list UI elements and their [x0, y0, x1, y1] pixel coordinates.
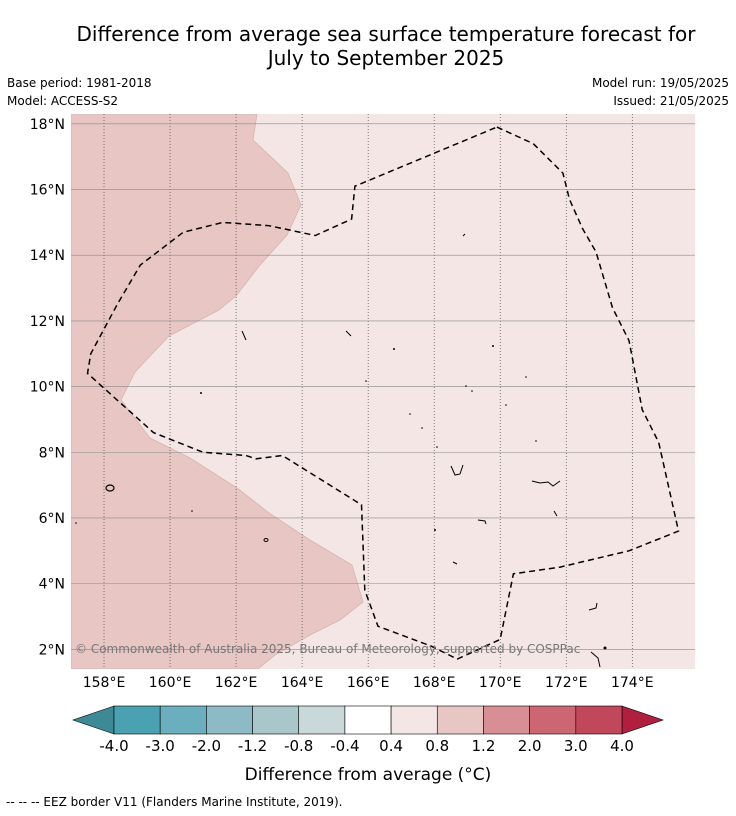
colorbar-extend-high	[621, 705, 664, 735]
y-tick-label: 10°N	[30, 380, 65, 396]
island	[200, 392, 202, 394]
island	[450, 464, 464, 476]
model-info: Base period: 1981-2018 Model: ACCESS-S2	[7, 74, 152, 110]
title-line-2: July to September 2025	[267, 46, 505, 70]
colorbar-tick-label: -3.0	[146, 737, 175, 755]
island	[525, 376, 527, 378]
y-tick-label: 18°N	[30, 117, 65, 133]
model-name-text: Model: ACCESS-S2	[7, 94, 119, 108]
island	[531, 480, 561, 487]
x-tick-label: 160°E	[149, 675, 192, 691]
colorbar-tick-label: -0.8	[284, 737, 313, 755]
chart-title: Difference from average sea surface temp…	[0, 22, 736, 70]
y-tick-label: 6°N	[39, 511, 65, 527]
gridlines	[71, 114, 695, 669]
y-tick-label: 12°N	[30, 314, 65, 330]
island	[603, 646, 607, 650]
island	[241, 330, 247, 341]
colorbar-tick-label: -2.0	[192, 737, 221, 755]
island	[345, 330, 352, 337]
colorbar-tick-label: 0.8	[425, 737, 449, 755]
y-tick-label: 4°N	[39, 577, 65, 593]
colorbar-swatch	[159, 705, 207, 735]
colorbar-tick-label: 0.4	[379, 737, 403, 755]
island	[105, 484, 115, 492]
x-tick-label: 172°E	[545, 675, 588, 691]
run-info: Model run: 19/05/2025 Issued: 21/05/2025	[592, 74, 729, 110]
issued-text: Issued: 21/05/2025	[613, 94, 729, 108]
x-tick-label: 168°E	[413, 675, 456, 691]
island	[588, 602, 598, 611]
x-tick-label: 164°E	[281, 675, 324, 691]
colorbar-swatch	[483, 705, 530, 735]
forecast-map: © Commonwealth of Australia 2025, Bureau…	[30, 114, 695, 785]
island	[263, 538, 269, 542]
y-tick-label: 2°N	[39, 642, 65, 658]
colorbar-tick-label: -4.0	[99, 737, 128, 755]
title-line-1: Difference from average sea surface temp…	[76, 22, 696, 46]
island	[590, 651, 601, 668]
island	[492, 345, 494, 347]
eez-border	[86, 126, 680, 660]
island	[505, 404, 507, 406]
island	[471, 390, 473, 392]
colorbar-swatch	[575, 705, 623, 735]
island	[393, 348, 395, 350]
x-tick-label: 158°E	[83, 675, 126, 691]
colorbar-swatch	[529, 705, 577, 735]
base-period-text: Base period: 1981-2018	[7, 76, 152, 90]
colorbar-tick-label: 4.0	[610, 737, 634, 755]
anomaly-region-0.8-1.2	[71, 114, 364, 669]
colorbar-swatch	[436, 705, 484, 735]
island	[436, 446, 438, 448]
colorbar-tick-label: -1.2	[238, 737, 267, 755]
copyright-text: © Commonwealth of Australia 2025, Bureau…	[75, 642, 580, 656]
x-tick-label: 174°E	[611, 675, 654, 691]
colorbar-swatch	[206, 705, 253, 735]
colorbar-label: Difference from average (°C)	[245, 765, 492, 785]
island	[365, 380, 367, 382]
island	[434, 529, 436, 531]
y-tick-label: 16°N	[30, 183, 65, 199]
island	[535, 440, 537, 442]
island	[477, 519, 487, 525]
colorbar-tick-label: 3.0	[564, 737, 588, 755]
island	[191, 510, 193, 512]
colorbar-swatch	[252, 705, 300, 735]
islands	[75, 233, 607, 668]
colorbar-swatch	[298, 705, 346, 735]
y-tick-label: 14°N	[30, 248, 65, 264]
colorbar-swatch	[113, 705, 161, 735]
island	[75, 522, 77, 524]
colorbar-swatch	[390, 705, 438, 735]
island	[465, 385, 467, 387]
x-axis-ticks: 158°E 160°E 162°E 164°E 166°E 168°E 170°E 172°E…	[83, 675, 654, 691]
x-tick-label: 166°E	[347, 675, 390, 691]
y-tick-label: 8°N	[39, 445, 65, 461]
colorbar-tick-label: 2.0	[518, 737, 542, 755]
colorbar: -4.0 -3.0 -2.0 -1.2 -0.8 -0.4 0.4 0.8 1.2 2.0 3.0 4…	[72, 705, 664, 755]
island	[421, 427, 423, 429]
island	[553, 510, 558, 517]
island	[409, 413, 411, 415]
colorbar-extend-low	[72, 705, 115, 735]
colorbar-tick-label: -0.4	[330, 737, 359, 755]
colorbar-tick-label: 1.2	[472, 737, 496, 755]
x-tick-label: 162°E	[215, 675, 258, 691]
model-run-text: Model run: 19/05/2025	[591, 76, 729, 90]
eez-footnote: -- -- -- EEZ border V11 (Flanders Marine…	[6, 795, 343, 809]
island	[452, 561, 458, 565]
island	[462, 233, 466, 237]
colorbar-swatch	[344, 705, 392, 735]
x-tick-label: 170°E	[479, 675, 522, 691]
y-axis-ticks: 2°N 4°N 6°N 8°N 10°N 12°N 14°N 16°N 18°N	[30, 117, 65, 658]
